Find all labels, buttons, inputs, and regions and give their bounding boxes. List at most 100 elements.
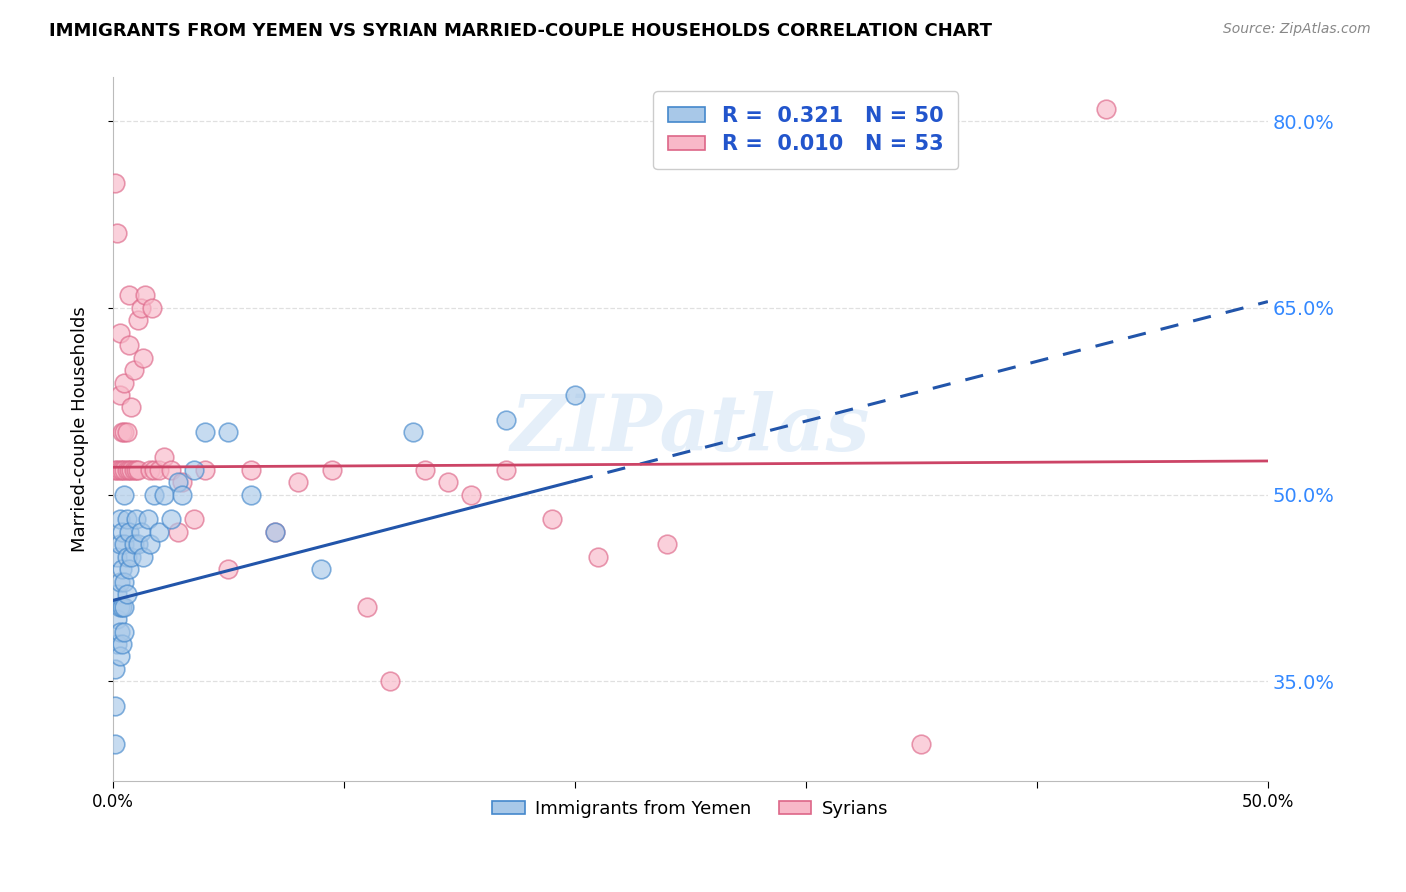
Point bbox=[159, 512, 181, 526]
Point bbox=[107, 463, 129, 477]
Point bbox=[172, 487, 194, 501]
Point bbox=[108, 537, 131, 551]
Point bbox=[194, 425, 217, 440]
Point bbox=[132, 549, 155, 564]
Point bbox=[287, 475, 309, 490]
Point bbox=[136, 512, 159, 526]
Point bbox=[108, 463, 131, 477]
Point bbox=[122, 363, 145, 377]
Point bbox=[143, 463, 166, 477]
Point bbox=[112, 624, 135, 639]
Point bbox=[107, 587, 129, 601]
Point bbox=[321, 463, 343, 477]
Point bbox=[152, 450, 174, 465]
Point bbox=[1095, 102, 1118, 116]
Point bbox=[112, 599, 135, 614]
Point bbox=[127, 463, 149, 477]
Point bbox=[118, 562, 141, 576]
Point bbox=[148, 524, 170, 539]
Point bbox=[107, 637, 129, 651]
Point bbox=[107, 612, 129, 626]
Point bbox=[141, 301, 163, 315]
Point bbox=[657, 537, 679, 551]
Point bbox=[122, 537, 145, 551]
Point bbox=[166, 524, 188, 539]
Point bbox=[112, 537, 135, 551]
Point bbox=[143, 487, 166, 501]
Point bbox=[115, 549, 138, 564]
Point bbox=[240, 487, 263, 501]
Point bbox=[111, 463, 134, 477]
Point bbox=[104, 737, 127, 751]
Point bbox=[402, 425, 425, 440]
Point bbox=[586, 549, 609, 564]
Point bbox=[108, 574, 131, 589]
Point bbox=[495, 463, 517, 477]
Point bbox=[139, 537, 162, 551]
Point bbox=[263, 524, 285, 539]
Point bbox=[125, 512, 148, 526]
Point bbox=[139, 463, 162, 477]
Point bbox=[115, 425, 138, 440]
Point bbox=[309, 562, 332, 576]
Point bbox=[120, 549, 142, 564]
Point bbox=[108, 388, 131, 402]
Point bbox=[378, 674, 401, 689]
Point bbox=[217, 425, 239, 440]
Point bbox=[112, 376, 135, 390]
Point bbox=[108, 624, 131, 639]
Point bbox=[111, 425, 134, 440]
Point bbox=[183, 512, 205, 526]
Point bbox=[183, 463, 205, 477]
Point bbox=[118, 288, 141, 302]
Point bbox=[129, 301, 152, 315]
Point bbox=[104, 176, 127, 190]
Point bbox=[127, 313, 149, 327]
Point bbox=[540, 512, 562, 526]
Point bbox=[129, 524, 152, 539]
Point bbox=[263, 524, 285, 539]
Point bbox=[194, 463, 217, 477]
Point bbox=[108, 599, 131, 614]
Point bbox=[104, 699, 127, 714]
Y-axis label: Married-couple Households: Married-couple Households bbox=[72, 306, 89, 552]
Point bbox=[148, 463, 170, 477]
Point bbox=[112, 487, 135, 501]
Point bbox=[910, 737, 932, 751]
Text: ZIPatlas: ZIPatlas bbox=[510, 391, 870, 467]
Point bbox=[118, 524, 141, 539]
Point bbox=[413, 463, 436, 477]
Point bbox=[240, 463, 263, 477]
Point bbox=[166, 475, 188, 490]
Point bbox=[104, 662, 127, 676]
Point bbox=[125, 463, 148, 477]
Point bbox=[127, 537, 149, 551]
Point bbox=[111, 562, 134, 576]
Point bbox=[112, 425, 135, 440]
Point bbox=[120, 463, 142, 477]
Point bbox=[107, 549, 129, 564]
Point bbox=[115, 587, 138, 601]
Point bbox=[112, 463, 135, 477]
Point bbox=[115, 512, 138, 526]
Point bbox=[159, 463, 181, 477]
Point bbox=[104, 463, 127, 477]
Point bbox=[217, 562, 239, 576]
Point bbox=[108, 326, 131, 340]
Point bbox=[118, 338, 141, 352]
Point bbox=[437, 475, 460, 490]
Point bbox=[134, 288, 156, 302]
Point bbox=[356, 599, 378, 614]
Point bbox=[132, 351, 155, 365]
Point bbox=[111, 599, 134, 614]
Legend: Immigrants from Yemen, Syrians: Immigrants from Yemen, Syrians bbox=[485, 792, 896, 825]
Point bbox=[108, 512, 131, 526]
Point bbox=[112, 574, 135, 589]
Point bbox=[495, 413, 517, 427]
Point bbox=[111, 524, 134, 539]
Point bbox=[118, 463, 141, 477]
Point bbox=[122, 463, 145, 477]
Point bbox=[111, 637, 134, 651]
Point bbox=[172, 475, 194, 490]
Point bbox=[107, 226, 129, 240]
